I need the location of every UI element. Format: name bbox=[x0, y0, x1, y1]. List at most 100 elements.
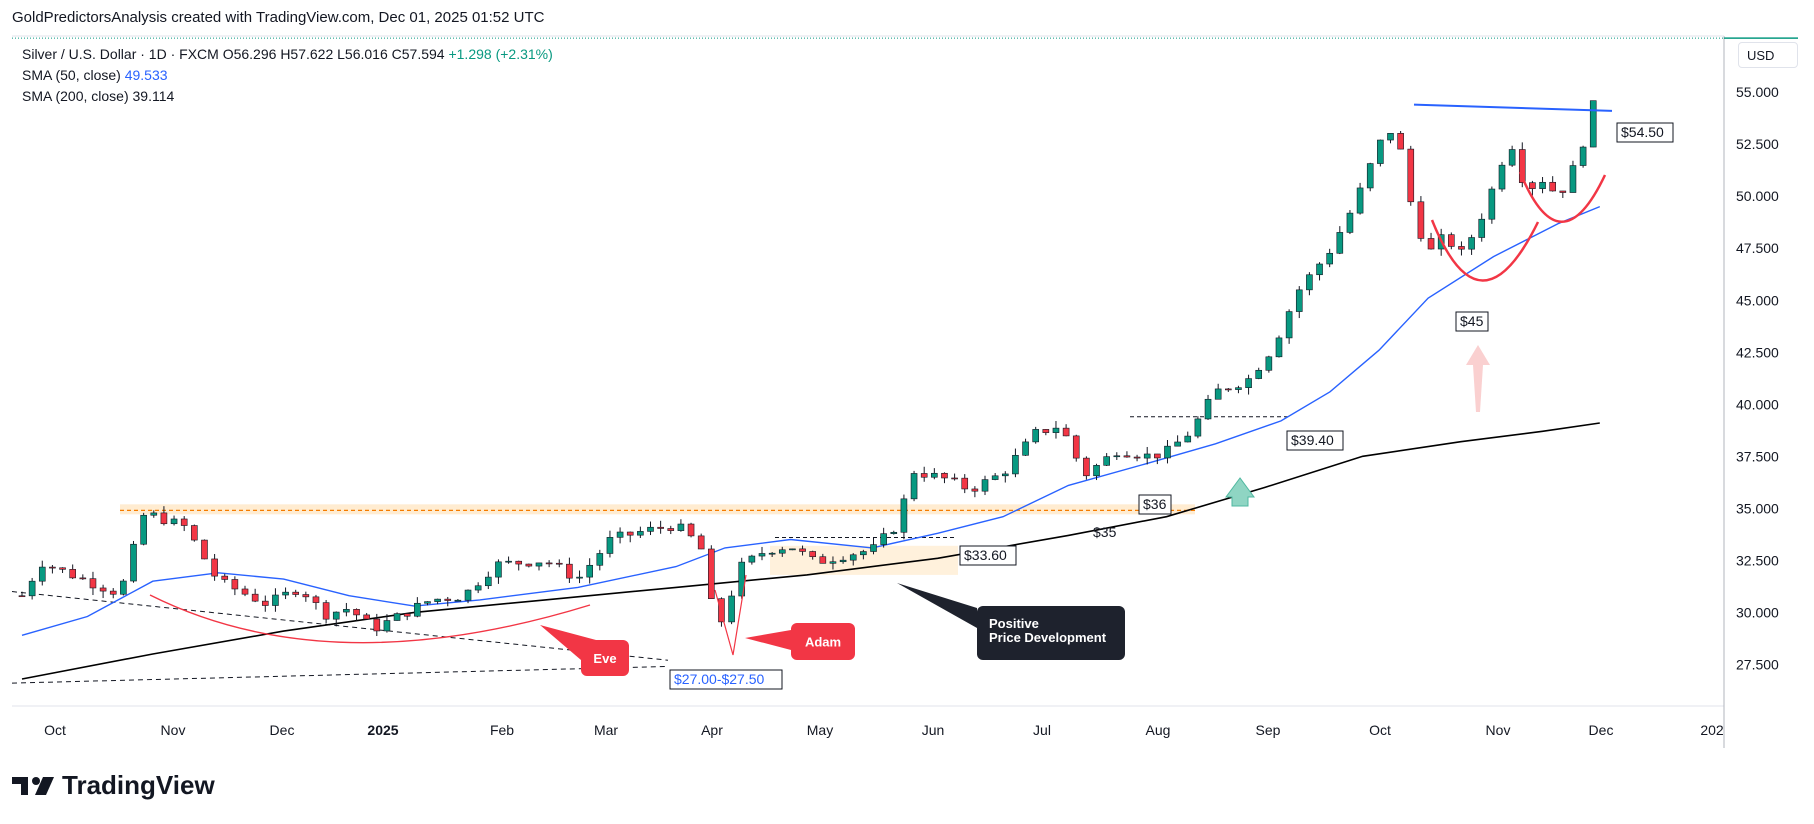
candle-body bbox=[353, 609, 360, 616]
candle-body bbox=[1579, 146, 1587, 166]
candle-body bbox=[282, 591, 289, 596]
x-tick-label: 202 bbox=[1700, 722, 1724, 738]
label-54-50: $54.50 bbox=[1616, 122, 1674, 143]
y-tick-label: 30.000 bbox=[1736, 604, 1779, 620]
candle-body bbox=[191, 525, 198, 541]
candle-body bbox=[606, 537, 614, 554]
label-35: $35 bbox=[1093, 524, 1117, 540]
candle-body bbox=[738, 561, 746, 597]
label-45: $45 bbox=[1455, 311, 1489, 332]
positive-development-callout-pointer bbox=[897, 583, 977, 628]
candle-body bbox=[160, 512, 168, 525]
candle-body bbox=[1083, 457, 1090, 477]
trendline-support-lower bbox=[11, 665, 669, 684]
candle-body bbox=[1123, 455, 1131, 458]
candle-body bbox=[1093, 465, 1100, 477]
x-tick-label: Jul bbox=[1033, 722, 1051, 738]
x-tick-label: May bbox=[807, 722, 833, 738]
candle-body bbox=[1133, 456, 1141, 459]
candle-body bbox=[697, 535, 705, 550]
candle-body bbox=[981, 479, 989, 492]
candle-body bbox=[1042, 429, 1050, 433]
candle-body bbox=[1245, 378, 1252, 388]
candle-body bbox=[1518, 149, 1526, 183]
candle-body bbox=[1032, 429, 1039, 443]
candle-body bbox=[515, 560, 523, 565]
candle-body bbox=[69, 569, 76, 579]
candle-body bbox=[312, 596, 320, 603]
candle-body bbox=[495, 561, 502, 578]
candle-body bbox=[1559, 190, 1567, 193]
y-tick-label: 27.500 bbox=[1736, 656, 1779, 672]
candle-body bbox=[961, 477, 969, 490]
candle-body bbox=[1154, 453, 1161, 459]
candle-body bbox=[1275, 337, 1283, 358]
label-36-box bbox=[1138, 494, 1172, 515]
candle-body bbox=[1214, 388, 1222, 400]
label-39-40-box bbox=[1286, 430, 1344, 451]
candle-body bbox=[718, 598, 725, 623]
candle-body bbox=[424, 601, 431, 604]
candle-body bbox=[1062, 427, 1070, 437]
currency-selector[interactable]: USD bbox=[1738, 42, 1798, 68]
candle-body bbox=[1589, 100, 1597, 148]
candle-body bbox=[1174, 441, 1181, 447]
candle-body bbox=[221, 575, 229, 580]
tradingview-logo[interactable]: TradingView bbox=[12, 770, 215, 801]
candle-body bbox=[1549, 181, 1556, 192]
candle-body bbox=[890, 531, 898, 534]
y-tick-label: 32.500 bbox=[1736, 552, 1779, 568]
candle-body bbox=[79, 577, 87, 580]
legend-sma200-label: SMA (200, close) bbox=[22, 88, 129, 104]
candle-body bbox=[1225, 388, 1232, 391]
candle-body bbox=[849, 554, 857, 561]
x-tick-label: 2025 bbox=[367, 722, 398, 738]
candle-body bbox=[241, 588, 249, 595]
x-tick-label: Mar bbox=[594, 722, 618, 738]
candle-body bbox=[109, 590, 117, 595]
candle-body bbox=[1336, 232, 1344, 254]
y-tick-label: 50.000 bbox=[1736, 188, 1779, 204]
candle-body bbox=[586, 564, 593, 578]
legend-open: O56.296 bbox=[222, 46, 277, 62]
candle-body bbox=[59, 567, 66, 570]
legend-symbol-row: Silver / U.S. Dollar · 1D · FXCM O56.296… bbox=[22, 44, 553, 65]
label-36: $36 bbox=[1138, 494, 1172, 515]
candle-body bbox=[900, 498, 908, 533]
candle-body bbox=[18, 595, 26, 598]
adam-callout-pointer bbox=[745, 630, 791, 650]
candle-body bbox=[1539, 181, 1546, 189]
x-tick-label: Dec bbox=[270, 722, 295, 738]
candle-body bbox=[880, 533, 887, 545]
candle-body bbox=[89, 578, 97, 589]
candle-body bbox=[251, 593, 259, 602]
x-tick-label: Sep bbox=[1256, 722, 1281, 738]
candle-body bbox=[120, 580, 127, 595]
candle-body bbox=[860, 551, 867, 556]
candle-body bbox=[414, 602, 421, 617]
candle-body bbox=[231, 579, 239, 590]
candle-body bbox=[687, 523, 695, 537]
candle-body bbox=[535, 562, 543, 567]
candle-body bbox=[1103, 456, 1110, 466]
candle-body bbox=[49, 566, 56, 569]
positive-development-callout-text: Price Development bbox=[989, 630, 1107, 645]
adam-callout: Adam bbox=[745, 623, 855, 660]
legend-sma50-row: SMA (50, close) 49.533 bbox=[22, 65, 553, 86]
candle-body bbox=[991, 475, 999, 480]
candle-body bbox=[292, 591, 299, 595]
candle-body bbox=[201, 539, 208, 560]
x-tick-label: Feb bbox=[490, 722, 514, 738]
candle-body bbox=[555, 562, 563, 565]
cup-curve bbox=[1430, 219, 1540, 282]
legend-low: L56.016 bbox=[337, 46, 388, 62]
candle-body bbox=[1001, 473, 1009, 477]
candle-body bbox=[545, 562, 553, 565]
y-tick-label: 35.000 bbox=[1736, 500, 1779, 516]
candle-body bbox=[1488, 188, 1496, 220]
positive-development-callout-text: Positive bbox=[989, 616, 1039, 631]
candle-body bbox=[1326, 252, 1333, 265]
candle-body bbox=[1417, 201, 1425, 239]
candle-body bbox=[1377, 139, 1384, 164]
